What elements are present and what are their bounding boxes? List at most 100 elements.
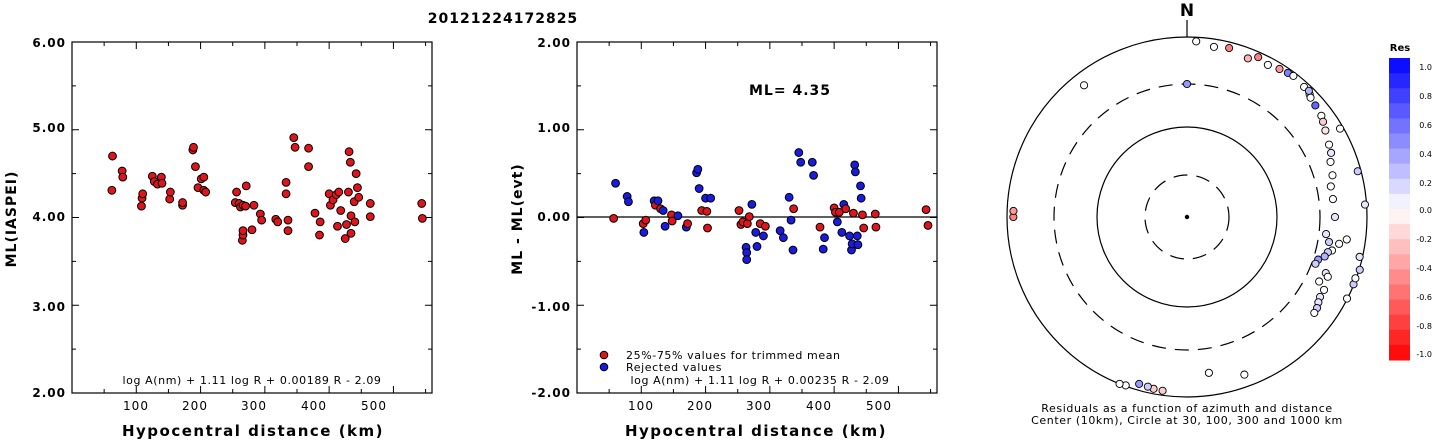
polar-data-point — [1209, 42, 1218, 51]
colorbar-cell — [1389, 209, 1410, 225]
left-xlabel: Hypocentral distance (km) — [122, 422, 384, 440]
colorbar-cell — [1389, 193, 1410, 210]
left-formula: log A(nm) + 1.11 log R + 0.00189 R - 2.0… — [122, 374, 381, 387]
colorbar-cell — [1389, 344, 1410, 361]
polar-data-point — [1240, 370, 1249, 379]
middle-xtick-label: 400 — [806, 399, 832, 413]
polar-data-point — [1342, 235, 1351, 244]
polar-data-point — [1328, 171, 1337, 180]
legend-marker-trimmed — [599, 350, 609, 360]
left-data-point — [108, 151, 117, 161]
middle-data-point — [624, 197, 633, 207]
middle-data-point — [742, 255, 752, 265]
left-data-point — [344, 187, 353, 197]
left-data-point — [137, 201, 146, 211]
left-data-point — [281, 189, 291, 199]
circle-30km — [1144, 174, 1230, 260]
colorbar-cell — [1389, 73, 1410, 89]
polar-data-point — [1355, 252, 1364, 261]
left-data-point — [315, 217, 325, 227]
left-data-point — [350, 217, 360, 227]
colorbar-label: 1.0 — [1419, 63, 1432, 72]
middle-data-point — [858, 210, 867, 220]
left-xtick-label: 200 — [182, 399, 208, 413]
left-ytick-label: 6.00 — [32, 36, 66, 50]
left-ylabel: ML(IASPEI) — [4, 171, 20, 268]
polar-data-point — [1328, 195, 1338, 204]
left-data-point — [107, 185, 117, 195]
left-data-point — [333, 221, 342, 231]
left-panel: 2.00 3.00 4.00 5.00 6.00 100 200 300 400… — [4, 36, 433, 440]
middle-data-point — [856, 193, 866, 203]
polar-data-point — [1009, 206, 1018, 215]
middle-ytick-label: -1.00 — [531, 300, 571, 314]
polar-data-point — [1319, 285, 1329, 294]
left-data-point — [157, 178, 167, 188]
middle-axis-ticks — [577, 41, 937, 394]
polar-data-point — [1324, 237, 1334, 247]
polar-data-point — [1353, 167, 1362, 176]
left-yticklabels: 2.00 3.00 4.00 5.00 6.00 — [32, 36, 66, 400]
left-data-point — [257, 215, 267, 225]
middle-data-point — [815, 222, 825, 232]
colorbar-cell — [1389, 299, 1410, 316]
polar-data-point — [1335, 239, 1344, 248]
middle-data-point — [870, 209, 880, 219]
polar-data-point — [1318, 117, 1328, 126]
middle-data-point — [673, 211, 683, 221]
polar-data-point — [1322, 230, 1331, 239]
left-data-point — [417, 213, 427, 223]
left-data-point — [304, 162, 313, 172]
colorbar-cell — [1389, 88, 1410, 104]
polar-data-point — [1326, 157, 1335, 166]
middle-data-point — [611, 178, 620, 188]
middle-data-point — [786, 215, 796, 225]
middle-ytick-label: -2.00 — [531, 386, 571, 400]
polar-data-point — [1225, 44, 1234, 53]
left-data-point — [201, 187, 211, 197]
left-data-point — [417, 199, 427, 208]
polar-panel: N Residuals as a function of azimuth and… — [1006, 1, 1370, 427]
left-data-point — [344, 147, 354, 157]
middle-data-point — [759, 231, 768, 241]
left-data-point — [189, 142, 198, 152]
middle-data-point — [921, 205, 931, 215]
left-data-point — [336, 206, 346, 215]
middle-data-point — [734, 206, 744, 215]
middle-xtick-label: 100 — [628, 399, 654, 413]
ml-value: ML= 4.35 — [749, 83, 831, 99]
middle-xtick-label: 200 — [687, 399, 713, 413]
colorbar-cell — [1389, 178, 1410, 195]
left-data-point — [249, 200, 259, 210]
colorbar-cell — [1389, 284, 1410, 301]
outer-circle-1000km — [1006, 36, 1368, 398]
middle-data-point — [853, 240, 863, 250]
polar-data-point — [1336, 124, 1345, 133]
north-label: N — [1180, 1, 1194, 21]
left-ytick-label: 5.00 — [32, 121, 66, 135]
polar-data-point — [1243, 54, 1252, 63]
middle-data-point — [747, 199, 757, 209]
left-xticklabels: 100 200 300 400 500 — [123, 399, 386, 413]
colorbar-cell — [1389, 269, 1410, 285]
left-data-point — [165, 187, 175, 197]
polar-data-point — [1263, 60, 1272, 69]
left-data-point — [351, 169, 361, 179]
left-data-point — [238, 226, 248, 236]
middle-yticklabels: -2.00 -1.00 0.00 1.00 2.00 — [531, 36, 571, 400]
colorbar-title: Res — [1390, 43, 1410, 54]
polar-data-point — [1315, 277, 1324, 286]
colorbar-cell — [1389, 314, 1410, 331]
colorbar-cell — [1389, 254, 1410, 270]
polar-data-point — [1321, 126, 1330, 135]
center-dot — [1184, 214, 1190, 220]
middle-ytick-label: 1.00 — [537, 121, 571, 135]
middle-data-point — [641, 215, 651, 225]
middle-data-point — [639, 228, 649, 237]
middle-data-point — [788, 245, 798, 255]
left-data-point — [199, 172, 209, 182]
middle-data-point — [760, 221, 770, 231]
left-axis-ticks — [72, 41, 432, 394]
middle-data-point — [775, 226, 785, 236]
colorbar-cell — [1389, 163, 1410, 180]
